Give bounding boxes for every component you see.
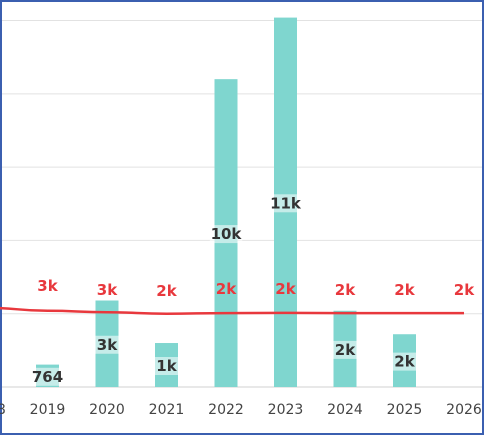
bars [36,17,416,387]
line-label-2026: 2k [454,281,475,299]
grid-lines [2,20,482,388]
line-label-2020: 3k [97,281,118,299]
bar-label-2022: 10k [211,225,243,243]
x-tick-2018: 2018 [0,402,6,418]
bar-label-bg-2019 [31,367,64,386]
x-tick-2025: 2025 [387,402,423,418]
x-tick-2019: 2019 [30,402,66,418]
x-tick-2022: 2022 [208,402,244,418]
trend-line[interactable] [0,306,464,315]
bar-label-2019: 764 [32,368,63,386]
bar-label-2021: 1k [156,357,177,375]
bar-label-2023: 11k [270,194,302,212]
bar-label-2024: 2k [335,341,356,359]
line-label-2022: 2k [216,280,237,298]
bar-label-2020: 3k [97,336,118,354]
bar-label-bg-2023 [269,194,302,213]
trend-line-group [0,306,464,315]
line-label-2025: 2k [394,281,415,299]
x-tick-2020: 2020 [89,402,125,418]
line-label-2019: 3k [37,277,58,295]
bar-label-2025: 2k [394,353,415,371]
line-label-2023: 2k [275,280,296,298]
x-tick-2023: 2023 [268,402,304,418]
line-label-2024: 2k [335,281,356,299]
x-tick-2024: 2024 [327,402,363,418]
bar-label-bg-2020 [95,335,119,354]
line-label-2021: 2k [156,282,177,300]
line-labels: 3k 3k 2k 2k 2k 2k 2k 2k [37,277,475,300]
bar-label-bg-2021 [155,357,178,376]
x-tick-2021: 2021 [149,402,185,418]
bar-label-bg-2024 [333,340,357,359]
bar-labels: 764 3k 1k 10k 11k 2k 2k [31,194,416,386]
bar-label-bg-2022 [209,225,243,244]
x-axis-ticks: 2018 2019 2020 2021 2022 2023 2024 2025 2026 [0,402,482,418]
bar-label-bg-2025 [393,352,416,371]
x-tick-2026: 2026 [446,402,482,418]
